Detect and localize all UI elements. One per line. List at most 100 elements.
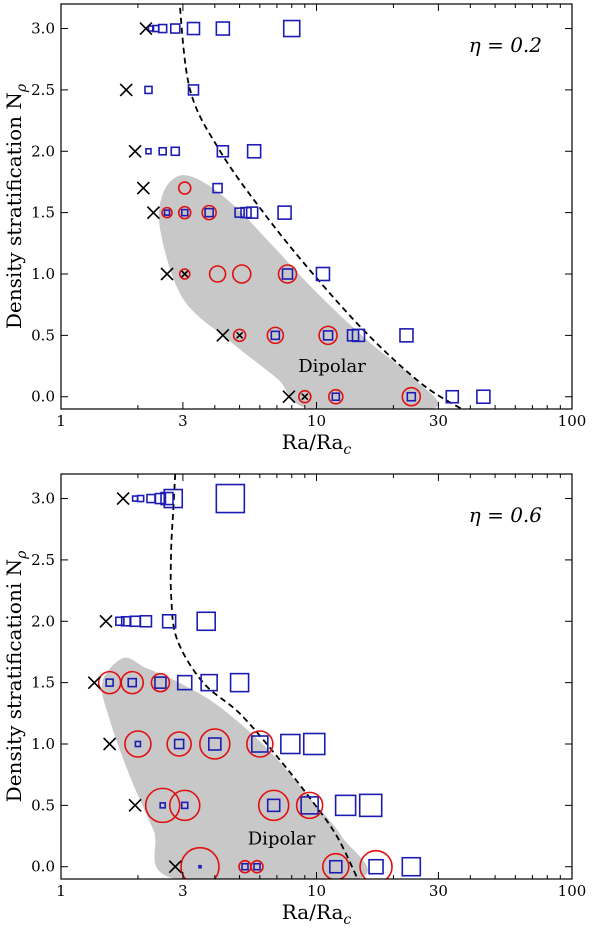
dipolar-label: Dipolar <box>248 829 316 850</box>
dipolar-label: Dipolar <box>298 356 366 377</box>
cross-marker <box>282 390 296 404</box>
circle-marker <box>166 731 192 757</box>
cross-marker <box>87 676 101 690</box>
square-marker <box>476 389 491 405</box>
square-marker <box>302 732 326 756</box>
square-marker <box>322 330 334 341</box>
circle-marker <box>295 791 324 820</box>
x-tick-label: 3 <box>178 412 188 430</box>
circle-marker <box>201 204 217 221</box>
circle-marker <box>208 265 227 283</box>
circle-marker <box>257 789 290 822</box>
y-tick-label: 3.0 <box>31 20 55 38</box>
cross-marker <box>301 393 309 401</box>
square-marker <box>186 21 201 36</box>
circle-marker <box>277 264 298 284</box>
x-tick-label: 10 <box>307 882 326 900</box>
square-marker <box>277 205 292 220</box>
cross-marker <box>146 206 160 220</box>
y-tick-label: 0.0 <box>31 858 55 876</box>
square-marker <box>204 207 214 218</box>
square-marker <box>134 740 142 748</box>
square-marker <box>329 859 343 874</box>
circle-marker <box>231 264 252 284</box>
cross-marker <box>128 798 142 812</box>
y-tick-label: 0.0 <box>31 388 55 406</box>
circle-marker <box>124 730 152 758</box>
square-marker <box>245 206 259 219</box>
square-marker <box>241 862 249 871</box>
square-marker <box>115 616 125 627</box>
y-axis-title: Density stratificationi Nρ <box>2 550 30 802</box>
x-axis-title-sub: c <box>343 442 351 458</box>
x-tick-label: 10 <box>307 412 326 430</box>
circle-marker <box>199 728 231 760</box>
y-tick-label: 0.5 <box>31 796 55 814</box>
circle-marker <box>177 181 192 195</box>
y-axis-title-sub: ρ <box>14 83 30 93</box>
square-marker <box>358 793 383 818</box>
circle-marker <box>120 670 145 695</box>
square-marker <box>215 21 231 36</box>
square-marker <box>406 391 417 402</box>
circle-marker <box>318 325 338 346</box>
circle-marker <box>359 849 393 879</box>
circle-marker <box>168 789 201 822</box>
y-tick-label: 1.5 <box>31 204 55 222</box>
square-marker <box>163 209 171 216</box>
circle-marker <box>177 205 192 220</box>
y-tick-label: 2.0 <box>31 612 55 630</box>
x-tick-label: 1 <box>56 882 66 900</box>
circle-marker <box>180 846 220 879</box>
square-marker <box>170 146 181 157</box>
y-axis-title-sub: ρ <box>14 550 30 560</box>
circle-marker <box>250 859 264 874</box>
square-marker <box>281 268 294 280</box>
cross-marker <box>128 144 142 158</box>
square-marker <box>351 328 366 343</box>
cross-marker <box>160 267 174 281</box>
x-tick-label: 30 <box>429 412 448 430</box>
square-marker <box>445 389 460 404</box>
x-tick-label: 100 <box>558 882 587 900</box>
cross-marker <box>99 614 113 628</box>
y-tick-label: 2.5 <box>31 81 55 99</box>
square-marker <box>196 611 216 632</box>
square-marker <box>129 615 141 628</box>
plot-area: Dipolar <box>119 4 491 409</box>
square-marker <box>208 737 222 751</box>
square-marker <box>145 147 152 155</box>
y-axis-title-main: Density stratification N <box>2 92 26 329</box>
dipolar-region <box>101 657 368 879</box>
square-marker <box>401 856 422 877</box>
cross-marker <box>136 181 150 195</box>
square-marker <box>334 794 357 817</box>
square-marker <box>154 676 167 689</box>
square-marker <box>270 330 281 341</box>
square-marker <box>163 488 184 509</box>
square-marker <box>368 858 384 875</box>
circle-marker <box>298 389 312 404</box>
circle-marker <box>328 388 344 405</box>
circle-marker <box>246 730 274 758</box>
y-tick-label: 0.5 <box>31 326 55 344</box>
square-marker <box>158 146 167 156</box>
square-marker <box>282 19 301 38</box>
y-tick-label: 3.0 <box>31 490 55 508</box>
y-axis-title-main: Density stratificationi N <box>2 559 26 802</box>
y-tick-label: 1.5 <box>31 674 55 692</box>
cross-marker <box>181 270 189 278</box>
cross-marker <box>236 331 244 339</box>
y-tick-label: 1.0 <box>31 735 55 753</box>
square-marker <box>180 208 189 217</box>
circle-marker <box>401 386 422 407</box>
x-tick-label: 3 <box>178 882 188 900</box>
square-marker <box>266 798 281 813</box>
square-marker <box>169 23 181 34</box>
square-marker <box>161 613 177 629</box>
circle-marker <box>322 852 350 879</box>
square-marker <box>173 738 185 750</box>
square-marker <box>246 143 262 159</box>
square-marker <box>234 207 245 218</box>
cross-marker <box>119 83 133 97</box>
